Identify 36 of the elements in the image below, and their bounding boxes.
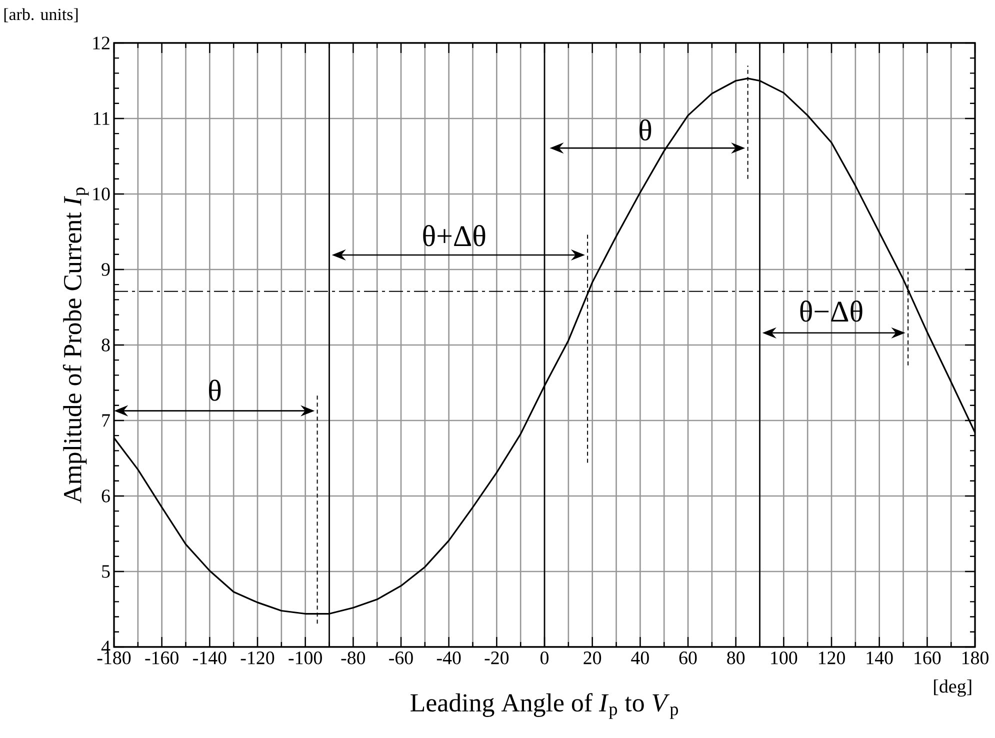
y-axis-title: Amplitude of Probe Current I$_{p}$ (62, 188, 89, 504)
y-tick-label: 12 (93, 36, 110, 50)
x-tick-label: 0 (540, 652, 549, 664)
x-tick-label: -40 (436, 652, 461, 664)
x-tick-label: 180 (962, 652, 988, 664)
x-tick-label: -80 (341, 652, 366, 664)
y-tick-label: 11 (94, 112, 110, 125)
x-tick-label: 140 (866, 652, 893, 664)
y-tick-label: 5 (102, 565, 110, 578)
y-tick-label: 4 (101, 640, 110, 654)
x-axis-title: Leading Angle of I$_{p}$ to V$_{p}$ (410, 693, 678, 719)
y-tick-label: 6 (102, 490, 110, 502)
y-tick-label: 9 (102, 263, 110, 276)
x-tick-label: -60 (389, 652, 413, 664)
x-tick-label: 60 (679, 652, 697, 664)
annotation: θ (208, 380, 221, 401)
text: [arb. units] (4, 8, 78, 22)
y-tick-label: 8 (102, 338, 110, 352)
y-tick-label: 7 (102, 414, 110, 427)
x-tick-label: -100 (288, 652, 322, 664)
x-tick-label: 80 (727, 652, 745, 664)
x-tick-label: 20 (584, 652, 602, 664)
text: [deg] (934, 679, 972, 697)
x-tick-label: -20 (484, 652, 509, 664)
annotation: θ (640, 119, 652, 141)
x-tick-label: 160 (914, 652, 941, 664)
x-tick-label: -120 (240, 652, 274, 664)
x-tick-label: -180 (97, 652, 131, 664)
annotation: θ+Δθ (423, 225, 486, 246)
x-tick-label: 100 (771, 652, 798, 664)
x-tick-label: 120 (818, 652, 845, 664)
y-tick-label: 10 (93, 188, 110, 200)
annotation: θ−Δθ (800, 300, 862, 322)
x-tick-label: 40 (631, 652, 649, 664)
x-tick-label: -160 (145, 652, 178, 664)
x-tick-label: -140 (193, 652, 226, 664)
